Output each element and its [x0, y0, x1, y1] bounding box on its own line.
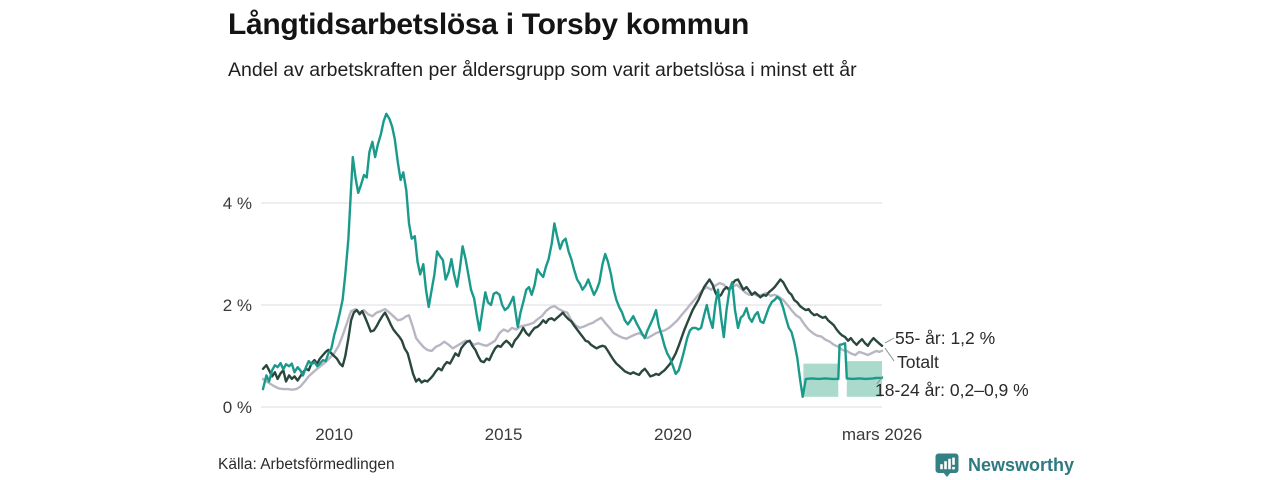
y-tick-label: 2 %: [223, 296, 252, 315]
y-tick-label: 4 %: [223, 194, 252, 213]
x-tick-label: 2010: [315, 425, 353, 444]
x-tick-label: 2020: [654, 425, 692, 444]
chart-title: Långtidsarbetslösa i Torsby kommun: [228, 8, 750, 41]
annotation-leader-line: [884, 347, 895, 362]
label-totalt: Totalt: [897, 352, 939, 372]
annotation-leader-line: [876, 375, 884, 385]
series-line-55-r: [261, 278, 884, 384]
chart-subtitle: Andel av arbetskraften per åldersgrupp s…: [228, 59, 857, 81]
uncertainty-band: [803, 363, 839, 397]
brand-name: Newsworthy: [968, 454, 1075, 475]
series-line-totalt: [261, 281, 884, 391]
x-tick-label: 2015: [485, 425, 523, 444]
annotation-leader-line: [884, 337, 895, 344]
label-18-24-ar: 18-24 år: 0,2–0,9 %: [875, 380, 1029, 400]
series-line-18-24-r: [261, 112, 884, 398]
brand-logo[interactable]: Newsworthy: [934, 452, 1074, 478]
source-note: Källa: Arbetsförmedlingen: [218, 456, 395, 473]
bar-chart-speech-bubble-icon: [935, 453, 959, 477]
label-55-ar: 55- år: 1,2 %: [895, 328, 996, 348]
y-tick-label: 0 %: [223, 398, 252, 417]
x-tick-label: mars 2026: [842, 425, 922, 444]
